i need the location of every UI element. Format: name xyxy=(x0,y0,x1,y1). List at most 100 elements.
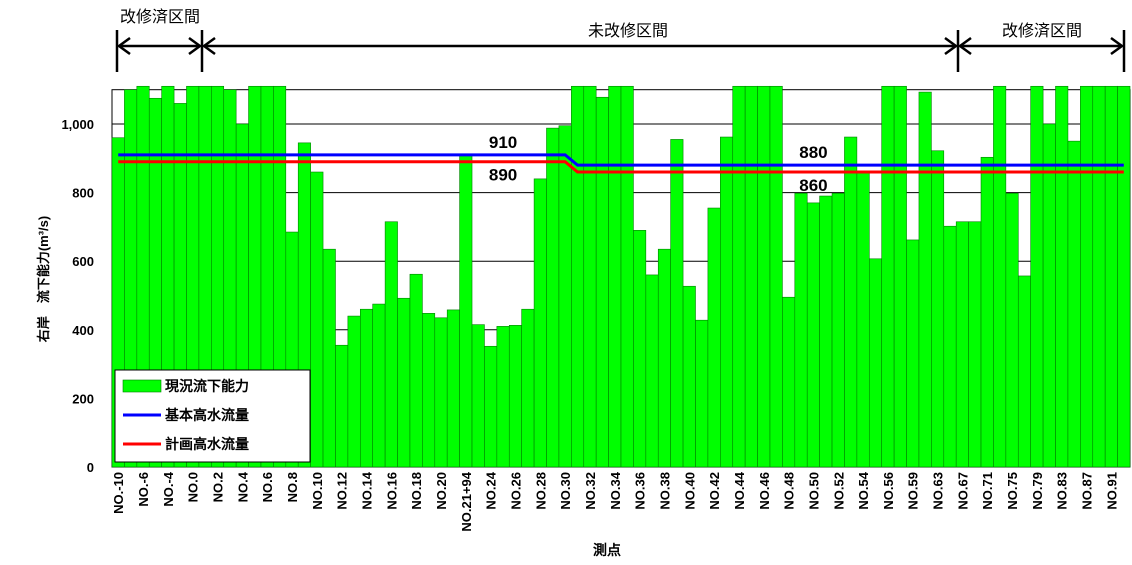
legend-swatch xyxy=(122,379,162,393)
x-tick-label: NO.79 xyxy=(1030,472,1045,510)
x-axis-label: 測点 xyxy=(593,542,621,558)
x-tick-label: NO.0 xyxy=(186,472,201,502)
x-tick-label: NO.38 xyxy=(657,472,672,510)
x-tick-label: NO.34 xyxy=(608,471,623,509)
bar xyxy=(769,85,783,468)
bar xyxy=(931,150,945,468)
bar xyxy=(608,85,622,468)
y-tick-label: 800 xyxy=(72,186,94,201)
x-tick-label: NO.52 xyxy=(831,472,846,510)
bar xyxy=(831,192,845,468)
bar xyxy=(422,313,436,468)
bar xyxy=(856,170,870,468)
bar xyxy=(657,248,671,468)
x-tick-label: NO.32 xyxy=(583,472,598,510)
annotation: 未改修区間 xyxy=(588,22,668,40)
x-tick-label: NO.59 xyxy=(906,472,921,510)
x-tick-label: NO.71 xyxy=(980,472,995,510)
bar xyxy=(744,85,758,468)
bar xyxy=(533,178,547,468)
bar xyxy=(496,326,510,468)
bar xyxy=(695,319,709,468)
bar xyxy=(844,136,858,468)
bar xyxy=(893,85,907,468)
y-tick-label: 400 xyxy=(72,323,94,338)
section-arrows xyxy=(115,30,1126,72)
bar xyxy=(347,315,361,468)
x-tick-label: NO.2 xyxy=(211,472,226,502)
x-tick-label: NO.18 xyxy=(409,472,424,510)
bar xyxy=(806,202,820,468)
y-axis-label: 右岸 流下能力(m³/s) xyxy=(36,216,51,343)
bar xyxy=(446,309,460,468)
bar xyxy=(1104,85,1118,468)
x-tick-label: NO.-10 xyxy=(111,472,126,514)
bar xyxy=(546,127,560,468)
bar xyxy=(1055,85,1069,468)
x-tick-label: NO.56 xyxy=(881,472,896,510)
bar xyxy=(471,324,485,468)
bar xyxy=(484,345,498,468)
bar xyxy=(980,156,994,468)
x-tick-label: NO.50 xyxy=(806,472,821,510)
bar xyxy=(682,285,696,468)
x-tick-label: NO.26 xyxy=(508,472,523,510)
bar xyxy=(335,344,349,468)
bar xyxy=(409,273,423,468)
legend-label: 基本高水流量 xyxy=(165,407,249,423)
bar xyxy=(571,85,585,468)
bar xyxy=(1117,85,1131,468)
x-tick-label: NO.75 xyxy=(1005,472,1020,510)
bar xyxy=(993,85,1007,468)
x-tick-label: NO.16 xyxy=(384,472,399,510)
data-label: 910 xyxy=(489,133,517,152)
x-tick-label: NO.8 xyxy=(285,472,300,502)
x-tick-label: NO.28 xyxy=(533,472,548,510)
line xyxy=(118,160,1124,174)
x-tick-label: NO.54 xyxy=(856,471,871,509)
x-tick-label: NO.46 xyxy=(757,472,772,510)
annotation: 改修済区間 xyxy=(1002,22,1082,40)
bar xyxy=(720,136,734,468)
x-tick-label: NO.24 xyxy=(484,471,499,509)
bar xyxy=(620,85,634,468)
x-tick-label: NO.42 xyxy=(707,472,722,510)
bar xyxy=(558,125,572,468)
bar xyxy=(1005,192,1019,468)
x-tick-label: NO.91 xyxy=(1104,472,1119,510)
x-tick-label: NO.20 xyxy=(434,472,449,510)
x-tick-label: NO.6 xyxy=(260,472,275,502)
bar xyxy=(322,248,336,468)
bar xyxy=(1030,85,1044,468)
bar xyxy=(819,195,833,468)
x-tick-label: NO.44 xyxy=(732,471,747,509)
data-label: 890 xyxy=(489,166,517,185)
y-tick-label: 1,000 xyxy=(61,117,94,132)
bar xyxy=(583,85,597,468)
bar xyxy=(595,96,609,468)
x-tick-label: NO.83 xyxy=(1055,472,1070,510)
line xyxy=(118,153,1124,167)
x-tick-label: NO.10 xyxy=(310,472,325,510)
y-tick-label: 600 xyxy=(72,254,94,269)
x-tick-label: NO.87 xyxy=(1080,472,1095,510)
bar xyxy=(782,296,796,468)
bar xyxy=(645,274,659,468)
bar xyxy=(757,85,771,468)
bar xyxy=(968,221,982,468)
bar xyxy=(1092,85,1106,468)
bar xyxy=(794,192,808,468)
x-tick-label: NO.-4 xyxy=(161,471,176,506)
x-tick-label: NO.63 xyxy=(931,472,946,510)
x-tick-label: NO.36 xyxy=(633,472,648,510)
bar xyxy=(359,308,374,468)
bar xyxy=(434,317,448,468)
x-tick-label: NO.40 xyxy=(682,472,697,510)
x-tick-label: NO.67 xyxy=(955,472,970,510)
bar xyxy=(955,221,969,468)
bar xyxy=(1080,85,1094,468)
bar xyxy=(397,297,411,468)
bar xyxy=(310,171,324,468)
bar xyxy=(459,154,473,468)
x-tick-label: NO.21+94 xyxy=(459,471,474,531)
